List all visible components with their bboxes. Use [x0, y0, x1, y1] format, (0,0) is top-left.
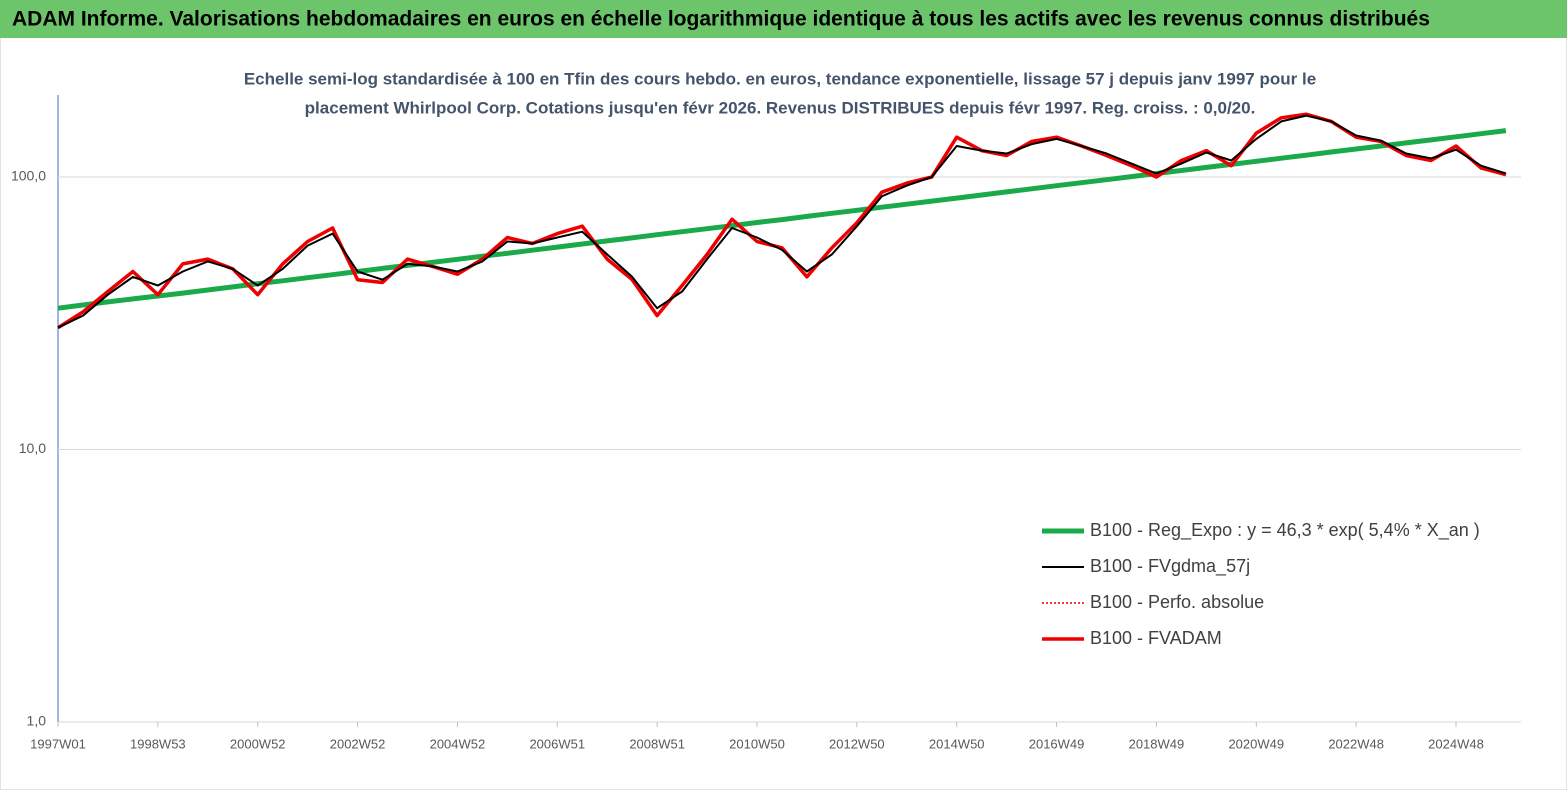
header-bar	[0, 0, 1567, 38]
x-tick-label: 2004W52	[430, 736, 486, 751]
y-tick-label: 10,0	[19, 440, 46, 456]
x-tick-label: 2012W50	[829, 736, 885, 751]
series-line	[57, 128, 1507, 311]
x-tick-label: 2002W52	[330, 736, 386, 751]
legend-label: B100 - FVADAM	[1090, 628, 1222, 648]
x-tick-label: 2016W49	[1029, 736, 1085, 751]
series-line	[57, 112, 1507, 330]
series-line	[57, 114, 1507, 329]
chart-title: ADAM Informe. Valorisations hebdomadaire…	[12, 8, 1430, 31]
x-tick-label: 2000W52	[230, 736, 286, 751]
x-tick-label: 1997W01	[30, 736, 86, 751]
chart-subtitle: Echelle semi-log standardisée à 100 en T…	[244, 69, 1316, 88]
legend-label: B100 - FVgdma_57j	[1090, 556, 1250, 577]
x-tick-label: 2022W48	[1328, 736, 1384, 751]
y-tick-label: 100,0	[11, 168, 46, 184]
x-tick-label: 2024W48	[1428, 736, 1484, 751]
legend-label: B100 - Reg_Expo : y = 46,3 * exp( 5,4% *…	[1090, 520, 1480, 541]
x-tick-label: 2010W50	[729, 736, 785, 751]
x-tick-label: 2020W49	[1228, 736, 1284, 751]
x-tick-label: 2008W51	[629, 736, 685, 751]
chart-subtitle: placement Whirlpool Corp. Cotations jusq…	[305, 98, 1256, 117]
x-tick-label: 1998W53	[130, 736, 186, 751]
x-tick-label: 2006W51	[529, 736, 585, 751]
x-tick-label: 2018W49	[1129, 736, 1185, 751]
y-tick-label: 1,0	[27, 713, 47, 729]
x-tick-label: 2014W50	[929, 736, 985, 751]
legend-label: B100 - Perfo. absolue	[1090, 592, 1264, 612]
